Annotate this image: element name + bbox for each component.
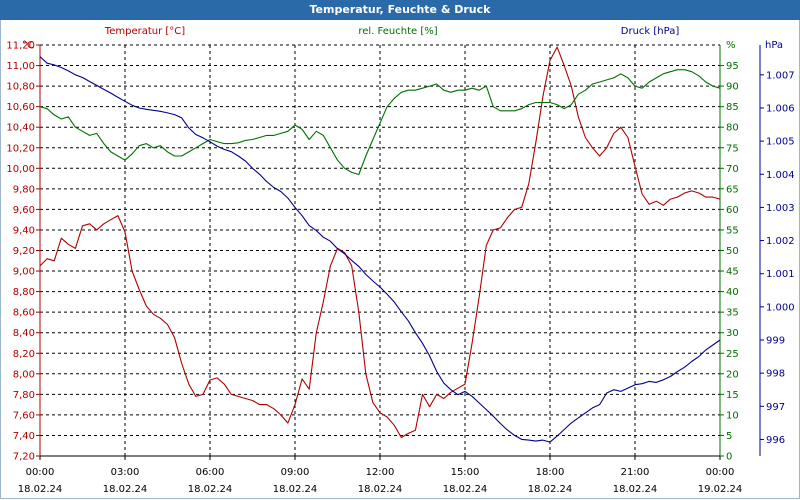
chart-title: Temperatur, Feuchte & Druck	[309, 3, 491, 16]
temperature-tick-label: 10,60	[6, 102, 35, 113]
pressure-tick-label: 999	[766, 335, 785, 346]
pressure-tick-label: 998	[766, 369, 785, 380]
temperature-tick-label: 7,60	[13, 410, 35, 421]
humidity-tick-label: 55	[726, 225, 739, 236]
temperature-series-line	[39, 46, 721, 439]
x-tick-date-label: 18.02.24	[528, 484, 573, 495]
temperature-tick-label: 11,20	[6, 41, 35, 52]
humidity-tick-label: 0	[726, 452, 732, 463]
x-tick-date-label: 18.02.24	[103, 484, 148, 495]
pressure-tick-label: 996	[766, 435, 785, 446]
temperature-tick-label: 8,00	[13, 369, 35, 380]
x-tick-date-label: 18.02.24	[613, 484, 658, 495]
x-tick-time-label: 00:00	[26, 467, 55, 478]
x-tick-date-label: 18.02.24	[188, 484, 233, 495]
humidity-unit: %	[726, 40, 736, 51]
grid-lines	[40, 44, 720, 456]
pressure-axis-label: Druck [hPa]	[621, 26, 680, 37]
temperature-tick-label: 10,40	[6, 123, 35, 134]
x-tick-date-label: 18.02.24	[358, 484, 403, 495]
temperature-tick-label: 7,40	[13, 431, 35, 442]
tick-labels: 00:00 18.02.24 03:00 18.02.24 06:00 18.02.24 0…	[6, 41, 794, 496]
humidity-tick-label: 25	[726, 349, 739, 360]
temperature-tick-label: 8,80	[13, 287, 35, 298]
temperature-tick-label: 7,20	[13, 452, 35, 463]
x-tick-time-label: 12:00	[366, 467, 395, 478]
temperature-tick-label: 9,00	[13, 267, 35, 278]
x-tick-date-label: 19.02.24	[698, 484, 743, 495]
x-tick-time-label: 15:00	[451, 467, 480, 478]
humidity-tick-label: 65	[726, 184, 739, 195]
title-bar: Temperatur, Feuchte & Druck	[0, 0, 800, 20]
x-tick-time-label: 18:00	[536, 467, 565, 478]
x-tick-time-label: 03:00	[111, 467, 140, 478]
temperature-tick-label: 10,00	[6, 164, 35, 175]
humidity-tick-label: 10	[726, 410, 739, 421]
temperature-tick-label: 9,40	[13, 225, 35, 236]
humidity-series-line	[39, 69, 721, 176]
x-tick-date-label: 18.02.24	[273, 484, 318, 495]
humidity-tick-label: 15	[726, 390, 739, 401]
humidity-tick-label: 30	[726, 328, 739, 339]
humidity-tick-label: 70	[726, 164, 739, 175]
temperature-tick-label: 10,20	[6, 143, 35, 154]
humidity-tick-label: 85	[726, 102, 739, 113]
humidity-tick-label: 20	[726, 369, 739, 380]
humidity-tick-label: 75	[726, 143, 739, 154]
humidity-tick-label: 90	[726, 82, 739, 93]
humidity-tick-label: 45	[726, 267, 739, 278]
temperature-tick-label: 9,20	[13, 246, 35, 257]
pressure-tick-label: 1.007	[766, 70, 795, 81]
temperature-tick-label: 9,60	[13, 205, 35, 216]
humidity-axis-label: rel. Feuchte [%]	[358, 26, 437, 37]
temperature-tick-label: 8,20	[13, 349, 35, 360]
humidity-tick-label: 50	[726, 246, 739, 257]
pressure-tick-label: 1.006	[766, 103, 795, 114]
temperature-axis-label: Temperatur [°C]	[104, 26, 185, 37]
series-lines	[39, 46, 721, 443]
humidity-tick-label: 60	[726, 205, 739, 216]
pressure-tick-label: 1.003	[766, 203, 795, 214]
pressure-tick-label: 1.004	[766, 170, 795, 181]
temperature-unit: °C	[22, 40, 34, 51]
x-tick-date-label: 18.02.24	[443, 484, 488, 495]
pressure-tick-label: 1.000	[766, 302, 795, 313]
humidity-tick-label: 95	[726, 61, 739, 72]
pressure-series-line	[39, 56, 721, 443]
x-tick-time-label: 06:00	[196, 467, 225, 478]
pressure-tick-label: 1.005	[766, 137, 795, 148]
temperature-tick-label: 10,80	[6, 82, 35, 93]
humidity-tick-label: 35	[726, 308, 739, 319]
pressure-tick-label: 1.001	[766, 269, 795, 280]
temperature-tick-label: 9,80	[13, 184, 35, 195]
temperature-tick-label: 8,40	[13, 328, 35, 339]
temperature-tick-label: 11,00	[6, 61, 35, 72]
x-tick-time-label: 09:00	[281, 467, 310, 478]
pressure-tick-label: 1.002	[766, 236, 795, 247]
temperature-tick-label: 7,80	[13, 390, 35, 401]
humidity-tick-label: 80	[726, 123, 739, 134]
humidity-tick-label: 40	[726, 287, 739, 298]
x-tick-date-label: 18.02.24	[18, 484, 63, 495]
pressure-unit: hPa	[765, 40, 783, 51]
temperature-tick-label: 8,60	[13, 308, 35, 319]
x-tick-time-label: 21:00	[621, 467, 650, 478]
axes	[36, 44, 764, 460]
pressure-tick-label: 997	[766, 402, 785, 413]
x-tick-time-label: 00:00	[706, 467, 735, 478]
humidity-tick-label: 5	[726, 431, 732, 442]
